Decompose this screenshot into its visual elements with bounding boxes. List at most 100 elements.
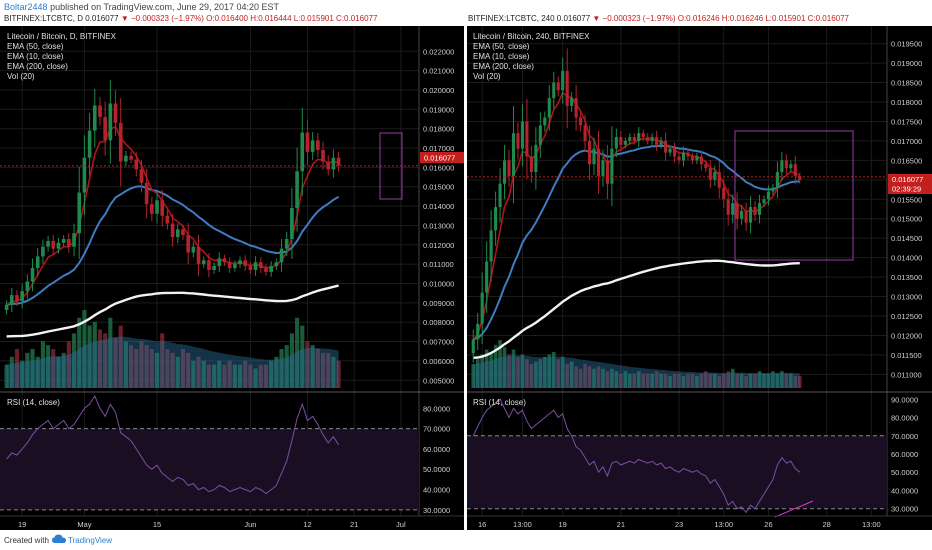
left-price-badge: 0.016077 (420, 152, 464, 163)
candle-body (798, 175, 802, 180)
price-tick-label: 0.006000 (423, 357, 454, 366)
volume-bar (659, 373, 663, 388)
candle-body (87, 130, 92, 158)
time-tick-label: 13:00 (714, 520, 733, 529)
volume-bar (144, 345, 149, 388)
time-tick-label: 21 (350, 520, 358, 529)
volume-bar (331, 356, 336, 388)
candle-body (46, 240, 50, 247)
candle-body (217, 258, 222, 267)
candle-body (82, 157, 87, 193)
volume-bar (623, 371, 628, 388)
candle-body (61, 238, 66, 243)
candle-body (284, 238, 289, 249)
volume-bar (326, 352, 331, 388)
volume-bar (726, 371, 730, 388)
right-chart-panel[interactable]: 0.019500 0.019000 0.018500 0.018000 0.017500… (467, 26, 932, 530)
volume-bar (520, 354, 525, 388)
volume-bar (217, 360, 222, 388)
right-rsi-label: RSI (14, close) (473, 398, 526, 407)
candle-body (690, 156, 694, 161)
right-time-axis: 16 13:00 19 21 23 13:00 26 28 13:00 (467, 515, 932, 529)
rsi-line (472, 398, 801, 514)
volume-ma-area (6, 336, 339, 388)
volume-bar (263, 364, 269, 388)
left-legend-vol: Vol (20) (7, 72, 35, 81)
candle-body (525, 121, 529, 157)
right-symbol: BITFINEX:LTCBTC, 240 (468, 14, 555, 23)
rsi-tick-label: 40.0000 (891, 486, 918, 495)
right-legend-ema200: EMA (200, close) (473, 62, 534, 71)
volume-bar (569, 361, 574, 388)
volume-bar (237, 364, 243, 388)
volume-bar (525, 359, 529, 388)
volume-bar (129, 345, 134, 388)
price-tick-label: 0.012000 (891, 331, 922, 340)
price-tick-label: 0.007000 (423, 338, 454, 347)
candle-body (628, 137, 632, 141)
candle-body (41, 246, 45, 257)
volume-bar (721, 373, 726, 388)
candle-body (520, 121, 525, 149)
price-tick-label: 0.011000 (891, 370, 922, 379)
candle-body (664, 140, 668, 153)
left-chart-panel[interactable]: 0.022000 0.021000 0.020000 0.019000 0.018000… (0, 26, 464, 530)
time-tick-label: 16 (478, 520, 486, 529)
volume-bar (336, 360, 341, 388)
volume-bar (556, 359, 561, 388)
candle-body (681, 152, 686, 161)
volume-bar (30, 349, 35, 388)
candle-body (789, 164, 793, 169)
candle-body (735, 203, 739, 219)
volume-bar (578, 368, 583, 388)
publication-info: Boltar2448 published on TradingView.com,… (4, 2, 279, 12)
right-legend-ema10: EMA (10, close) (473, 52, 530, 61)
author-link[interactable]: Boltar2448 (4, 2, 48, 12)
volume-bar (704, 371, 708, 388)
right-legend-title: Litecoin / Bitcoin, 240, BITFINEX (473, 32, 590, 41)
rsi-tick-label: 50.0000 (423, 465, 450, 474)
candle-body (181, 229, 185, 236)
time-tick-label: 13:00 (862, 520, 881, 529)
time-tick-label: 23 (675, 520, 683, 529)
volume-bar (103, 333, 108, 388)
left-rsi-label: RSI (14, close) (7, 398, 60, 407)
volume-bar (534, 361, 538, 388)
candle-body (677, 156, 681, 161)
volume-ma-area (473, 355, 800, 388)
candle-body (279, 248, 284, 263)
volume-bar (108, 317, 113, 388)
candle-body (98, 105, 102, 118)
candle-body (196, 246, 201, 265)
volume-bar (284, 345, 289, 388)
candle-body (498, 183, 502, 208)
right-chart-svg[interactable]: 0.019500 0.019000 0.018500 0.018000 0.017500… (467, 26, 932, 530)
volume-bar (690, 373, 695, 388)
price-tick-label: 0.019000 (891, 59, 922, 68)
candle-body (191, 246, 196, 253)
candle-body (502, 160, 507, 184)
candle-body (118, 122, 123, 162)
candle-body (30, 268, 35, 282)
rsi-tick-label: 80.0000 (423, 404, 450, 413)
candle-body (646, 137, 650, 141)
rsi-tick-label: 60.0000 (423, 445, 450, 454)
candle-body (766, 191, 771, 200)
rsi-band (0, 428, 419, 510)
price-tick-label: 0.017000 (423, 144, 454, 153)
volume-bar (712, 373, 717, 388)
price-tick-label: 0.020000 (423, 86, 454, 95)
left-symbol: BITFINEX:LTCBTC, D (4, 14, 83, 23)
candle-body (668, 148, 672, 153)
candle-body (489, 230, 493, 262)
right-price-badge: 0.016077 02:39:29 (888, 174, 932, 194)
price-tick-label: 0.015000 (891, 215, 922, 224)
candle-body (740, 210, 744, 219)
price-tick-label: 0.012500 (891, 312, 922, 321)
candle-body (516, 133, 520, 149)
candle-body (300, 132, 305, 172)
volume-bar (289, 333, 294, 388)
ema200-line (473, 259, 800, 359)
left-chart-svg[interactable]: 0.022000 0.021000 0.020000 0.019000 0.018000… (0, 26, 464, 530)
tradingview-brand-link[interactable]: TradingView (68, 536, 113, 545)
